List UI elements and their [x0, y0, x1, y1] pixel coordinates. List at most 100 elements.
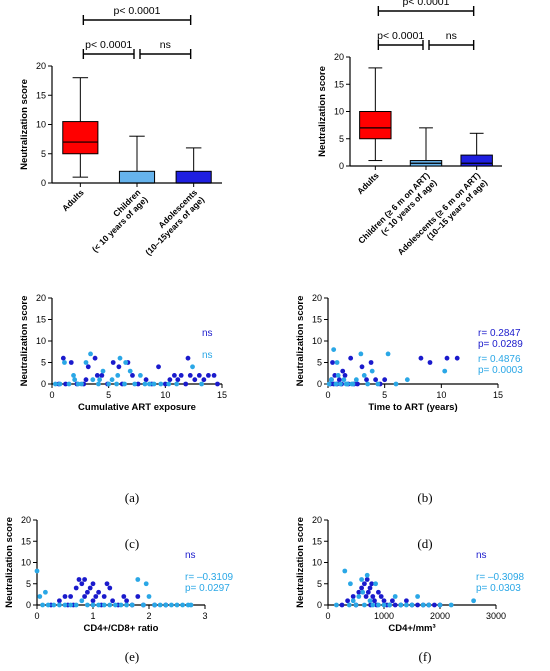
x-tick-label: 15: [217, 390, 227, 400]
y-tick-label: 15: [312, 315, 322, 325]
data-point: [85, 602, 90, 608]
data-point: [130, 373, 135, 378]
data-point: [196, 373, 202, 378]
data-point: [79, 598, 85, 604]
data-point: [76, 577, 82, 582]
data-point: [420, 602, 426, 608]
box-iqr: [460, 154, 493, 167]
data-point: [68, 360, 74, 365]
data-point: [114, 381, 119, 387]
data-point: [90, 602, 96, 608]
data-point: [183, 381, 189, 387]
y-axis-label: Neutralization score: [317, 66, 328, 157]
series-1: [326, 347, 448, 387]
box-0: Adults: [355, 67, 392, 196]
stat-annotation: r= 0.2847: [478, 328, 521, 339]
panel-label: (e): [125, 649, 139, 664]
x-tick-label: 3000: [486, 611, 506, 621]
series-0: [56, 355, 220, 387]
panel-label: (b): [417, 490, 432, 505]
data-point: [471, 598, 476, 604]
data-point: [142, 381, 148, 387]
data-point: [123, 360, 129, 365]
data-point: [152, 602, 158, 608]
data-point: [141, 602, 146, 608]
data-point: [359, 364, 365, 370]
data-point: [201, 377, 207, 383]
data-point: [381, 598, 387, 604]
data-point: [63, 381, 68, 387]
data-point: [341, 377, 347, 383]
data-point: [369, 368, 375, 374]
data-point: [356, 594, 362, 599]
data-point: [350, 594, 356, 599]
data-point: [146, 594, 152, 599]
x-tick-label: 0: [325, 390, 330, 400]
data-point: [339, 602, 345, 608]
data-point: [187, 373, 193, 378]
stat-annotation: r= –0.3098: [476, 572, 525, 583]
data-point: [90, 377, 96, 383]
data-point: [92, 355, 98, 361]
data-point: [392, 602, 398, 608]
data-point: [62, 602, 68, 608]
data-point: [138, 373, 143, 378]
data-point: [381, 602, 387, 608]
data-point: [370, 594, 376, 599]
data-point: [376, 602, 381, 608]
data-point: [85, 589, 90, 595]
data-point: [85, 364, 91, 370]
significance-label: p< 0.0001: [377, 30, 424, 42]
y-tick-label: 0: [41, 178, 46, 188]
x-axis-label: CD4+/mm³: [388, 623, 435, 634]
data-point: [147, 381, 152, 387]
data-point: [83, 360, 89, 365]
y-tick-label: 10: [21, 558, 31, 568]
y-tick-label: 0: [339, 161, 344, 171]
data-point: [190, 364, 195, 370]
x-tick-label: 0: [325, 611, 330, 621]
data-point: [135, 381, 141, 387]
data-point: [82, 577, 87, 582]
data-point: [100, 368, 106, 374]
category-label: Adults: [355, 170, 381, 196]
y-tick-label: 0: [317, 600, 322, 610]
panel-label: (c): [125, 536, 139, 551]
significance-bracket: p< 0.0001: [377, 0, 475, 16]
data-point: [370, 602, 376, 608]
series-1: [34, 568, 194, 608]
data-point: [199, 381, 205, 387]
significance-label: p< 0.0001: [85, 39, 132, 51]
y-axis-label: Neutralization score: [295, 517, 306, 608]
data-point: [382, 377, 388, 383]
data-point: [385, 351, 391, 357]
y-tick-label: 0: [26, 600, 31, 610]
data-point: [326, 381, 332, 387]
data-point: [334, 360, 340, 365]
box-iqr: [359, 111, 392, 140]
data-point: [353, 602, 359, 608]
y-tick-label: 0: [41, 379, 46, 389]
data-point: [158, 381, 164, 387]
data-point: [68, 594, 73, 599]
data-point: [87, 585, 93, 591]
data-point: [206, 373, 211, 378]
y-tick-label: 20: [21, 515, 31, 525]
data-point: [367, 598, 373, 604]
data-point: [72, 377, 78, 383]
data-point: [110, 598, 115, 604]
data-point: [60, 355, 66, 361]
data-point: [372, 598, 377, 604]
x-tick-label: 0: [34, 611, 39, 621]
data-point: [115, 373, 121, 378]
data-point: [178, 373, 184, 378]
data-point: [90, 598, 96, 604]
significance-bracket: p< 0.0001: [82, 5, 192, 25]
panel-f: 0 5 10 15 20 Neutralization score (f) 0 1000 2000…: [295, 515, 525, 664]
data-point: [79, 381, 84, 387]
data-point: [101, 594, 107, 599]
y-tick-label: 10: [36, 336, 46, 346]
box-iqr: [62, 121, 99, 155]
x-tick-label: 1: [90, 611, 95, 621]
